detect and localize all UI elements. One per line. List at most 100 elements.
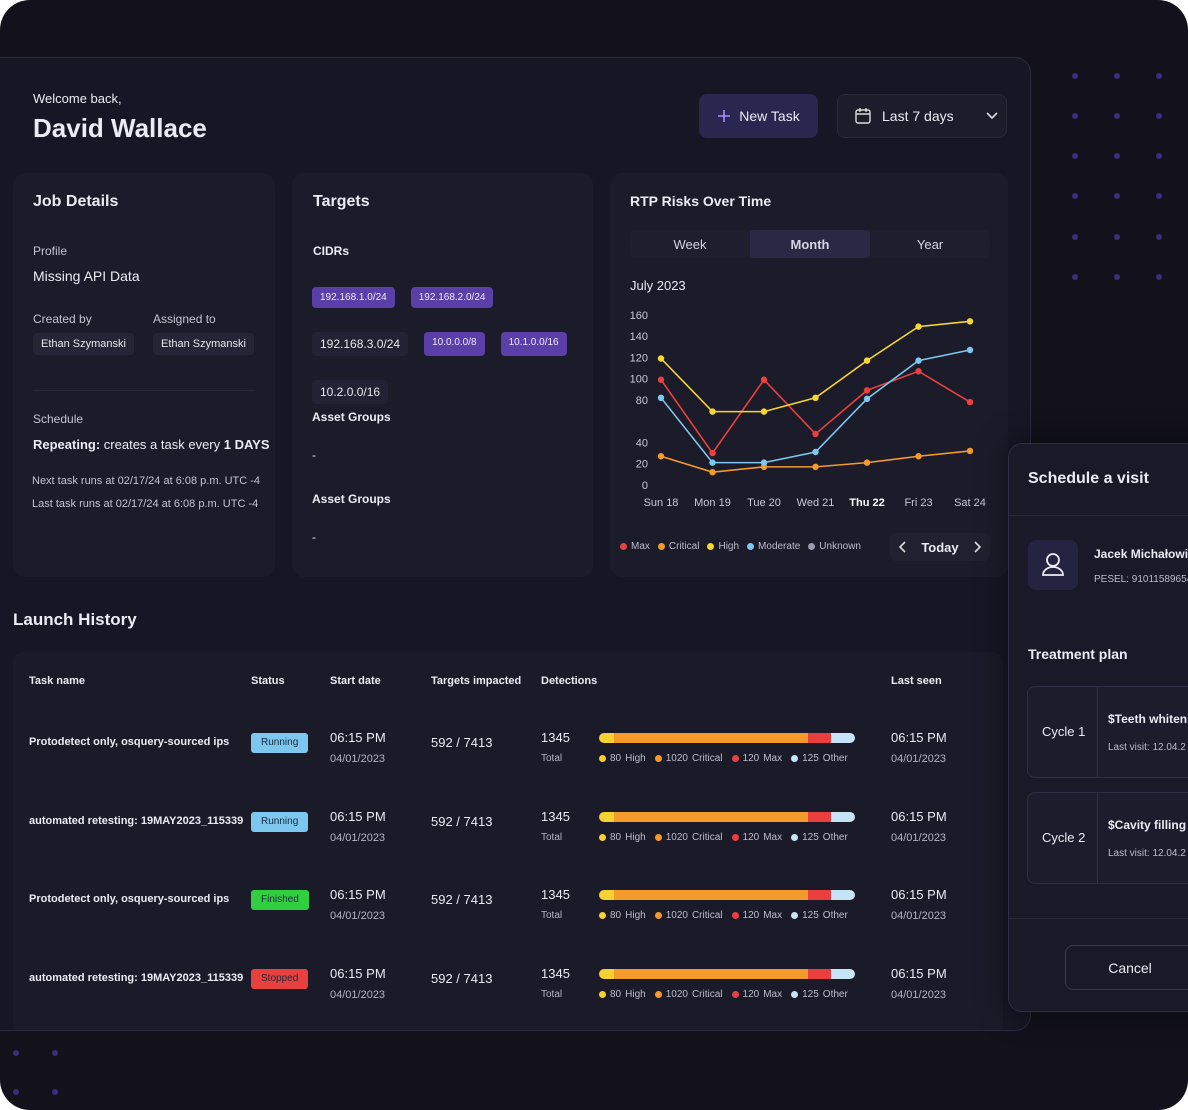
legend-value: 125 xyxy=(802,989,819,1001)
legend-value: 1020 xyxy=(665,989,688,1001)
legend-label: High xyxy=(718,541,740,552)
user-chip: Ethan Szymanski xyxy=(153,333,254,355)
bar-segment xyxy=(831,811,855,822)
detections-total: 1345 xyxy=(541,808,570,824)
last-seen-date: 04/01/2023 xyxy=(891,989,947,1002)
task-name: Protodetect only, osquery-sourced ips xyxy=(29,893,230,906)
bar-segment xyxy=(831,969,855,980)
legend-swatch xyxy=(599,833,606,841)
section-title: Launch History xyxy=(13,610,137,629)
legend-swatch xyxy=(599,755,606,762)
legend-swatch xyxy=(599,991,606,999)
legend-value: 1020 xyxy=(665,910,688,922)
y-tick-label: 20 xyxy=(636,459,648,471)
data-point xyxy=(863,387,871,394)
status-badge: Running xyxy=(251,811,309,832)
legend-label: Max xyxy=(763,910,783,922)
cidr-chip: 10.1.0.0/16 xyxy=(500,332,567,356)
data-point xyxy=(709,408,716,415)
data-point xyxy=(709,459,716,466)
detections-legend: 80 High 1020 Critical 120 Max 125 Other xyxy=(599,910,848,921)
cycle-card: Cycle 1 $Teeth whiteni Last visit: 12.04.2 xyxy=(1027,686,1188,778)
legend-item: High xyxy=(707,541,739,552)
data-point xyxy=(966,447,974,455)
section-label: CIDRs xyxy=(313,244,350,258)
cidr-chip: 192.168.1.0/24 xyxy=(312,287,395,308)
legend-value: 120 xyxy=(742,753,760,764)
bar-segment xyxy=(614,890,809,901)
legend-item: 125 Other xyxy=(791,910,848,921)
cancel-button[interactable]: Cancel xyxy=(1065,945,1188,990)
x-tick-label: Sun 18 xyxy=(644,497,679,509)
cycle-label: Cycle 1 xyxy=(1042,724,1086,739)
column-header: Start date xyxy=(330,675,381,687)
data-point xyxy=(915,453,922,460)
tab[interactable]: Year xyxy=(916,236,944,252)
legend-item: Max xyxy=(620,541,650,552)
data-point xyxy=(709,468,716,476)
schedule-summary: Repeating: creates a task every 1 DAYS xyxy=(33,437,270,452)
legend-value: 125 xyxy=(802,753,819,764)
legend-item: 80 High xyxy=(599,753,646,764)
legend-swatch xyxy=(657,543,665,550)
start-time: 06:15 PM xyxy=(330,808,386,824)
data-point xyxy=(966,346,974,354)
tab[interactable]: Week xyxy=(673,236,707,252)
data-point xyxy=(760,376,768,383)
legend-item: 125 Other xyxy=(791,753,848,764)
legend-swatch xyxy=(731,912,739,920)
legend-value: 1020 xyxy=(665,753,688,764)
total-label: Total xyxy=(541,989,563,1001)
bar-segment xyxy=(808,890,832,901)
legend-label: Critical xyxy=(668,541,700,552)
legend-label: Critical xyxy=(691,910,723,922)
chart-legend: Max Critical High Moderate Unknown xyxy=(620,541,861,552)
prev-button[interactable] xyxy=(898,541,906,553)
section-label: Asset Groups xyxy=(312,492,391,506)
legend-label: High xyxy=(625,831,646,843)
legend-label: High xyxy=(625,989,646,1001)
legend-item: 80 High xyxy=(599,989,646,1000)
start-date: 04/01/2023 xyxy=(330,989,386,1002)
next-button[interactable] xyxy=(974,541,982,553)
today-button[interactable]: Today xyxy=(921,539,959,555)
y-tick-label: 100 xyxy=(630,374,648,386)
legend-swatch xyxy=(654,912,662,920)
next-run: Next task runs at 02/17/24 at 6:08 p.m. … xyxy=(32,475,261,487)
cidr-chip: 192.168.2.0/24 xyxy=(410,287,494,308)
bar-segment xyxy=(808,969,832,980)
legend-label: Other xyxy=(822,753,848,764)
x-tick-label: Wed 21 xyxy=(797,497,835,509)
avatar xyxy=(1028,540,1078,590)
tab[interactable]: Month xyxy=(750,230,870,258)
data-point xyxy=(657,453,665,460)
new-task-button[interactable]: New Task xyxy=(699,94,818,138)
detections-bar xyxy=(599,890,855,901)
date-range-select[interactable]: Last 7 days xyxy=(837,94,1007,138)
column-header: Targets impacted xyxy=(431,675,522,687)
legend-item: 1020 Critical xyxy=(654,989,723,1001)
data-point xyxy=(863,395,871,403)
legend-swatch xyxy=(791,755,799,762)
y-tick-label: 160 xyxy=(630,310,648,322)
legend-value: 120 xyxy=(742,989,760,1001)
legend-item: 120 Max xyxy=(731,753,782,764)
data-point xyxy=(709,449,716,457)
status-badge: Running xyxy=(251,733,309,753)
legend-label: Max xyxy=(763,989,783,1001)
bar-segment xyxy=(599,733,615,743)
legend-item: 1020 Critical xyxy=(654,753,723,764)
treatment: $Teeth whiteni xyxy=(1108,712,1188,726)
detections-legend: 80 High 1020 Critical 120 Max 125 Other xyxy=(599,989,848,1000)
field-label: Created by xyxy=(33,312,92,326)
last-visit: Last visit: 12.04.2 xyxy=(1108,848,1186,859)
legend-swatch xyxy=(791,991,799,999)
last-seen-time: 06:15 PM xyxy=(891,966,947,982)
new-task-label: New Task xyxy=(739,108,800,124)
detections-legend: 80 High 1020 Critical 120 Max 125 Other xyxy=(599,753,848,764)
targets-impacted: 592 / 7413 xyxy=(431,971,493,987)
legend-item: Unknown xyxy=(808,541,861,552)
legend-swatch xyxy=(654,755,662,762)
cidr-chip: 10.0.0.0/8 xyxy=(424,332,485,356)
targets-impacted: 592 / 7413 xyxy=(431,735,493,750)
